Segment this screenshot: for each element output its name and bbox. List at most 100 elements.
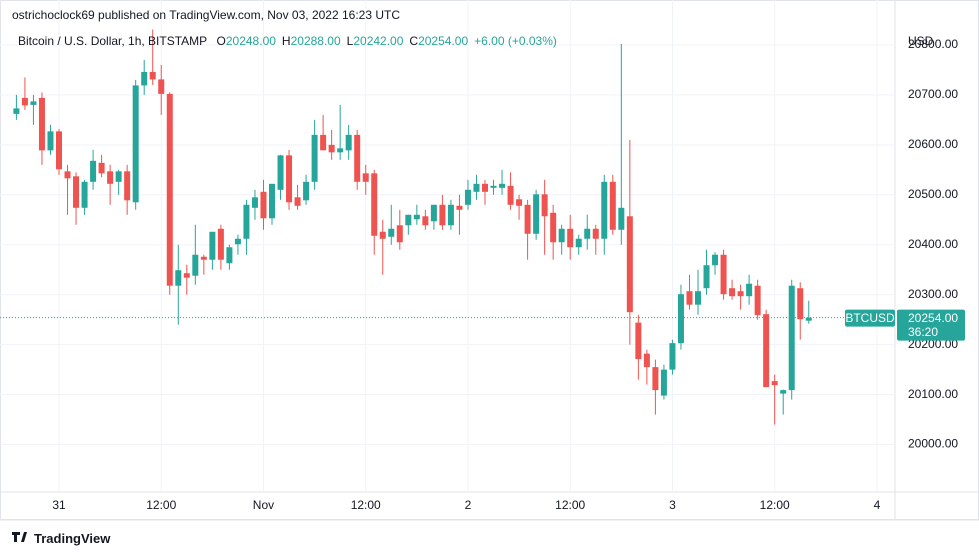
candle-body <box>720 254 727 295</box>
legend-change: +6.00 (+0.03%) <box>474 34 557 48</box>
symbol-tag <box>845 309 895 327</box>
candle-body <box>447 204 454 226</box>
candle-body <box>712 254 719 266</box>
candle-body <box>695 291 701 305</box>
legend: Bitcoin / U.S. Dollar, 1h, BITSTAMP O202… <box>18 34 563 48</box>
candle-body <box>217 228 224 260</box>
candle-body <box>158 79 165 94</box>
y-tick-label: 20800.00 <box>908 37 958 51</box>
candle-body <box>456 205 463 210</box>
candle-body <box>166 93 173 286</box>
candle-body <box>175 270 182 286</box>
candle-body <box>320 134 327 151</box>
candle-body <box>550 212 557 243</box>
candle-body <box>635 322 642 360</box>
candle-body <box>124 171 131 201</box>
legend-value: 20242.00 <box>353 34 404 48</box>
legend-key: C <box>409 34 419 48</box>
candle-body <box>686 291 693 305</box>
candle-body <box>771 381 778 386</box>
countdown-text: 36:20 <box>908 325 938 339</box>
symbol-tag-text: BTCUSD <box>845 311 895 325</box>
candle-body <box>754 285 761 316</box>
candle-body <box>396 225 403 243</box>
candle-body <box>311 134 318 182</box>
candle-body <box>464 189 471 205</box>
candle-body <box>780 390 787 394</box>
candle-body <box>413 214 420 220</box>
candle-body <box>797 288 804 320</box>
candle-body <box>277 155 284 190</box>
candle-body <box>533 194 540 234</box>
y-tick-label: 20700.00 <box>908 87 958 101</box>
y-tick-label: 20500.00 <box>908 187 958 201</box>
candle-body <box>200 256 207 260</box>
candle-body <box>746 283 753 297</box>
candle-body <box>643 353 650 368</box>
candle-body <box>269 183 275 219</box>
price-tag <box>897 309 965 341</box>
candle-body <box>788 285 795 391</box>
candle-body <box>303 181 310 201</box>
candle-body <box>362 173 369 182</box>
candle-body <box>499 183 506 188</box>
candle-body <box>209 231 216 260</box>
x-tick-label: 12:00 <box>146 498 176 512</box>
candle-body <box>567 228 574 248</box>
legend-value: 20248.00 <box>225 34 276 48</box>
candle-body <box>98 162 105 174</box>
candle-body <box>132 85 139 203</box>
legend-value: 20288.00 <box>290 34 341 48</box>
candle-body <box>149 71 156 80</box>
candle-body <box>516 199 523 206</box>
candle-body <box>558 228 565 243</box>
candle-body <box>141 71 148 86</box>
legend-value: 20254.00 <box>418 34 469 48</box>
y-tick-label: 20100.00 <box>908 387 958 401</box>
legend-key: O <box>216 34 226 48</box>
candle-body <box>473 183 480 192</box>
candle-body <box>107 171 114 184</box>
candle-body <box>490 185 497 188</box>
candle-body <box>729 288 736 297</box>
candle-body <box>337 148 344 153</box>
x-tick-label: 12:00 <box>351 498 381 512</box>
y-tick-label: 20600.00 <box>908 137 958 151</box>
candle-body <box>56 131 62 170</box>
candle-body <box>584 228 591 239</box>
candle-body <box>677 294 684 344</box>
published-line: ostrichoclock69 published on TradingView… <box>12 8 401 22</box>
candle-body <box>73 176 80 208</box>
x-tick-label: 2 <box>465 498 472 512</box>
brand[interactable]: TradingView <box>34 531 111 546</box>
candle-body <box>609 181 616 230</box>
candle-body <box>405 214 412 226</box>
candle-body <box>243 204 250 239</box>
candle-body <box>618 207 625 230</box>
candle-body <box>541 194 548 217</box>
x-tick-label: 3 <box>669 498 676 512</box>
candle-body <box>430 204 437 222</box>
candle-body <box>379 231 386 239</box>
candle-body <box>669 343 676 370</box>
candle-body <box>345 134 352 151</box>
candle-body <box>251 197 258 208</box>
x-tick-label: 12:00 <box>760 498 790 512</box>
symbol-line: Bitcoin / U.S. Dollar, 1h, BITSTAMP <box>18 34 208 48</box>
candle-body <box>183 273 190 278</box>
x-tick-label: Nov <box>253 498 274 512</box>
candle-body <box>64 171 71 179</box>
candle-body <box>601 181 608 239</box>
candle-body <box>439 204 446 226</box>
currency: USD <box>908 34 934 48</box>
candle-body <box>371 173 378 236</box>
y-tick-label: 20000.00 <box>908 437 958 451</box>
candle-body <box>226 247 233 264</box>
candle-body <box>422 216 429 226</box>
candle-body <box>286 155 293 203</box>
candle-body <box>354 134 361 182</box>
candle-body <box>626 216 633 313</box>
candle-body <box>13 108 20 114</box>
